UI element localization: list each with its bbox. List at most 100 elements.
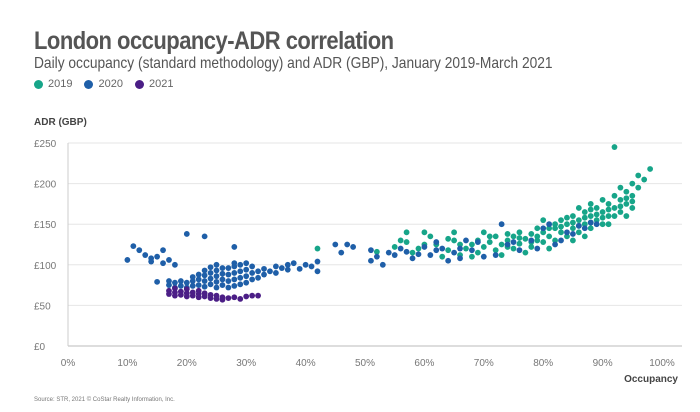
data-point-2021 <box>231 294 238 301</box>
data-point-2020 <box>213 278 220 285</box>
data-point-2019 <box>391 244 398 250</box>
data-point-2019 <box>564 233 570 240</box>
data-point-2020 <box>564 229 570 236</box>
data-point-2020 <box>243 279 250 286</box>
data-point-2019 <box>486 239 493 245</box>
data-point-2019 <box>403 229 410 236</box>
data-point-2020 <box>469 247 475 254</box>
data-point-2020 <box>332 241 339 248</box>
data-point-2020 <box>255 268 261 275</box>
data-point-2019 <box>593 211 600 218</box>
y-tick-label: £50 <box>34 301 51 312</box>
data-point-2021 <box>172 285 178 292</box>
data-point-2020 <box>189 278 196 284</box>
data-point-2020 <box>124 257 131 263</box>
data-point-2020 <box>546 221 553 228</box>
data-point-2021 <box>207 295 214 301</box>
data-point-2020 <box>177 283 184 289</box>
legend-label: 2020 <box>98 78 123 90</box>
data-point-2019 <box>409 249 416 256</box>
data-point-2019 <box>486 233 493 240</box>
data-point-2019 <box>522 249 529 256</box>
data-point-2019 <box>546 245 553 252</box>
data-point-2020 <box>415 251 422 258</box>
data-point-2019 <box>581 209 588 215</box>
data-point-2020 <box>237 268 244 275</box>
x-tick-label: 20% <box>177 358 197 369</box>
data-point-2020 <box>510 239 517 245</box>
data-point-2020 <box>338 249 345 256</box>
data-point-2020 <box>130 243 137 250</box>
data-point-2020 <box>255 274 261 281</box>
y-axis-label: ADR (GBP) <box>34 117 87 128</box>
data-point-2020 <box>593 221 600 228</box>
data-point-2020 <box>231 244 238 250</box>
data-point-2020 <box>433 247 440 254</box>
data-point-2019 <box>570 225 576 232</box>
chart-title: London occupancy-ADR correlation <box>34 27 394 55</box>
data-point-2019 <box>611 144 618 150</box>
data-point-2020 <box>284 261 291 268</box>
data-point-2020 <box>457 255 463 262</box>
data-point-2020 <box>587 219 594 226</box>
data-point-2019 <box>575 205 582 211</box>
data-point-2020 <box>201 233 208 240</box>
data-point-2019 <box>445 235 452 242</box>
data-point-2020 <box>296 265 303 272</box>
data-point-2019 <box>587 201 594 207</box>
data-point-2019 <box>593 205 600 211</box>
data-point-2019 <box>314 245 321 252</box>
legend-label: 2019 <box>48 78 73 90</box>
x-tick-label: 90% <box>593 358 613 369</box>
data-point-2021 <box>177 291 184 298</box>
data-point-2019 <box>540 229 547 236</box>
data-point-2020 <box>207 281 214 288</box>
data-point-2019 <box>599 221 606 228</box>
data-point-2020 <box>201 283 208 290</box>
data-point-2019 <box>570 213 576 219</box>
legend-item-2019: 2019 <box>34 78 72 90</box>
data-point-2020 <box>528 237 535 244</box>
data-point-2019 <box>373 248 380 255</box>
data-point-2019 <box>546 233 553 240</box>
data-point-2019 <box>445 247 452 254</box>
data-point-2020 <box>201 278 208 284</box>
data-point-2020 <box>225 284 232 291</box>
data-point-2019 <box>534 233 541 240</box>
data-point-2020 <box>243 266 250 273</box>
data-point-2020 <box>195 271 202 278</box>
data-point-2021 <box>195 287 202 294</box>
data-point-2020 <box>207 275 214 282</box>
data-point-2019 <box>540 217 547 224</box>
data-point-2020 <box>219 282 226 288</box>
data-point-2020 <box>581 225 588 232</box>
data-point-2019 <box>587 213 594 219</box>
data-point-2020 <box>314 258 321 265</box>
data-point-2020 <box>433 239 440 245</box>
data-point-2020 <box>439 245 446 252</box>
data-point-2020 <box>474 239 481 245</box>
data-point-2020 <box>231 283 238 289</box>
data-point-2020 <box>207 264 214 271</box>
data-point-2020 <box>516 247 523 254</box>
data-point-2020 <box>225 278 232 284</box>
data-point-2021 <box>195 294 202 301</box>
data-point-2020 <box>166 278 172 284</box>
data-point-2019 <box>617 203 624 210</box>
data-point-2021 <box>249 292 256 299</box>
data-point-2019 <box>474 249 481 256</box>
data-point-2020 <box>457 245 463 252</box>
data-point-2019 <box>421 229 428 236</box>
data-point-2019 <box>403 239 410 245</box>
data-point-2020 <box>451 249 457 256</box>
data-point-2020 <box>267 268 273 275</box>
data-point-2020 <box>189 283 196 289</box>
data-point-2021 <box>166 291 172 297</box>
data-point-2020 <box>403 248 410 255</box>
data-point-2019 <box>427 233 434 240</box>
x-tick-label: 40% <box>296 358 316 369</box>
data-point-2020 <box>243 273 250 280</box>
data-point-2019 <box>498 252 505 258</box>
data-point-2019 <box>647 166 654 172</box>
legend-marker-2021 <box>134 79 144 89</box>
